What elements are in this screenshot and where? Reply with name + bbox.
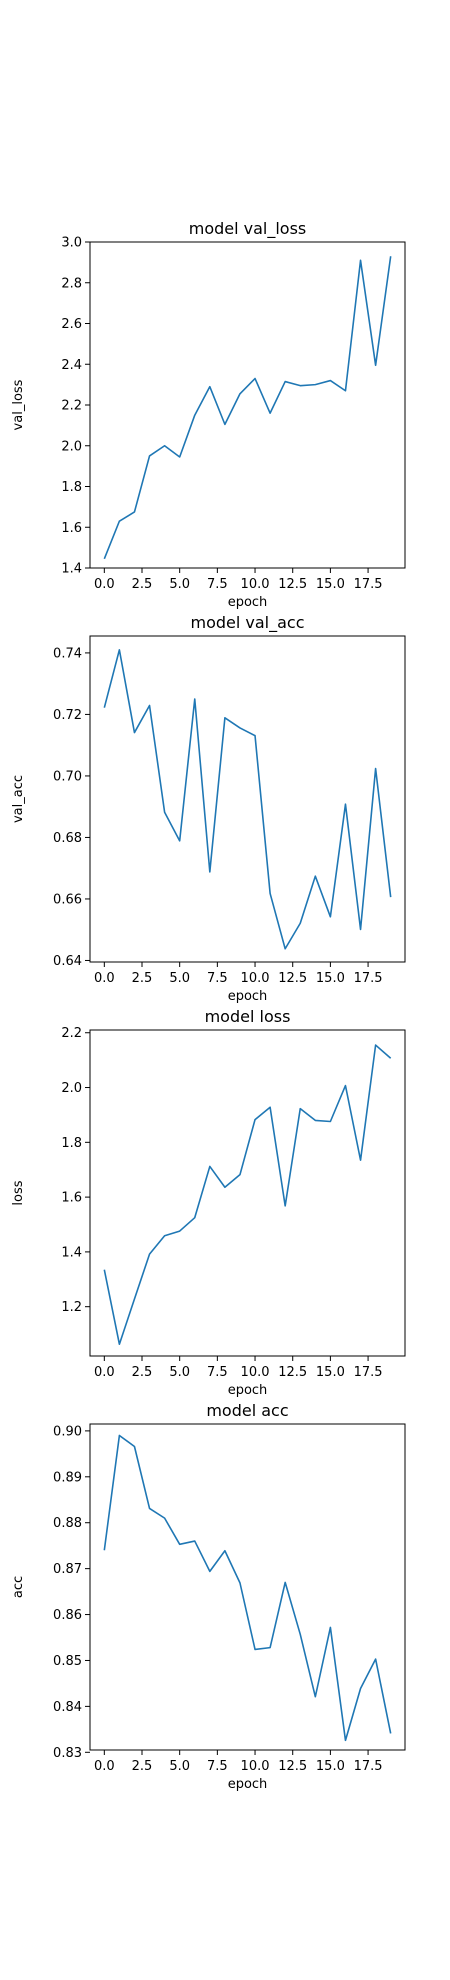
subplot-val-loss: 0.0 2.5 5.0 7.5 10.0 12.5 15.0 17.5 1.4 1.6 1.8 2.0… — [11, 219, 406, 610]
series-line — [103, 256, 392, 560]
x-tick-label: 17.5 — [354, 1365, 383, 1380]
axes-frame — [89, 1029, 406, 1357]
y-tick-label: 3.0 — [61, 236, 82, 251]
subplot-acc: 0.0 2.5 5.0 7.5 10.0 12.5 15.0 17.5 0.83 0.84 0.85… — [11, 1401, 406, 1792]
y-tick-label: 1.6 — [61, 521, 82, 536]
y-axis-label: val_acc — [11, 775, 26, 823]
y-tick-label: 1.2 — [61, 1300, 82, 1315]
series-line — [103, 1434, 392, 1742]
x-tick-label: 10.0 — [241, 577, 270, 592]
x-axis-label: epoch — [228, 595, 268, 610]
y-tick-label: 2.2 — [61, 1026, 82, 1041]
x-tick-label: 17.5 — [354, 971, 383, 986]
x-tick-label: 12.5 — [278, 1365, 307, 1380]
y-tick-label: 2.0 — [61, 1081, 82, 1096]
x-tick-label: 10.0 — [241, 1759, 270, 1774]
y-tick-label: 2.8 — [61, 276, 82, 291]
y-tick-label: 0.90 — [53, 1424, 82, 1439]
series-line — [103, 1044, 392, 1346]
y-tick-label: 0.66 — [53, 892, 82, 907]
x-tick-label: 15.0 — [316, 971, 345, 986]
x-tick-label: 2.5 — [132, 577, 153, 592]
x-tick-label: 0.0 — [94, 1365, 115, 1380]
y-tick-label: 2.2 — [61, 399, 82, 414]
x-tick-label: 15.0 — [316, 577, 345, 592]
y-tick-label: 0.72 — [53, 708, 82, 723]
x-tick-label: 5.0 — [169, 577, 190, 592]
chart-title: model acc — [206, 1401, 288, 1420]
y-tick-label: 0.84 — [53, 1700, 82, 1715]
y-tick-label: 0.74 — [53, 646, 82, 661]
x-tick-label: 7.5 — [207, 971, 228, 986]
x-tick-label: 7.5 — [207, 1365, 228, 1380]
y-tick-label: 2.4 — [61, 358, 82, 373]
y-tick-label: 0.88 — [53, 1516, 82, 1531]
x-tick-label: 7.5 — [207, 1759, 228, 1774]
x-tick-label: 10.0 — [241, 971, 270, 986]
subplot-val-acc: 0.0 2.5 5.0 7.5 10.0 12.5 15.0 17.5 0.64 0.66 0.68… — [11, 613, 406, 1004]
chart-title: model loss — [205, 1007, 291, 1026]
axes-frame — [89, 1423, 406, 1751]
x-tick-label: 12.5 — [278, 971, 307, 986]
y-tick-label: 0.85 — [53, 1654, 82, 1669]
x-tick-label: 17.5 — [354, 577, 383, 592]
y-tick-label: 0.89 — [53, 1470, 82, 1485]
y-tick-label: 2.6 — [61, 317, 82, 332]
x-tick-label: 5.0 — [169, 1365, 190, 1380]
subplot-loss: 0.0 2.5 5.0 7.5 10.0 12.5 15.0 17.5 1.2 1.4 1.6 1.8… — [11, 1007, 406, 1398]
y-tick-label: 1.6 — [61, 1191, 82, 1206]
y-tick-label: 0.70 — [53, 769, 82, 784]
y-tick-label: 0.87 — [53, 1562, 82, 1577]
x-tick-label: 12.5 — [278, 1759, 307, 1774]
y-tick-label: 2.0 — [61, 439, 82, 454]
y-axis-label: loss — [11, 1180, 26, 1205]
x-tick-label: 5.0 — [169, 971, 190, 986]
x-tick-label: 0.0 — [94, 577, 115, 592]
axes-frame — [89, 635, 406, 963]
y-axis-label: acc — [11, 1576, 26, 1598]
x-tick-label: 17.5 — [354, 1759, 383, 1774]
x-tick-label: 2.5 — [132, 1759, 153, 1774]
y-tick-label: 1.8 — [61, 1136, 82, 1151]
y-tick-label: 0.64 — [53, 954, 82, 969]
chart-title: model val_acc — [190, 613, 304, 633]
y-tick-label: 1.8 — [61, 480, 82, 495]
x-tick-label: 7.5 — [207, 577, 228, 592]
x-axis-label: epoch — [228, 1777, 268, 1792]
x-axis-label: epoch — [228, 989, 268, 1004]
y-tick-label: 1.4 — [61, 1245, 82, 1260]
x-axis-label: epoch — [228, 1383, 268, 1398]
x-tick-label: 10.0 — [241, 1365, 270, 1380]
x-tick-label: 12.5 — [278, 577, 307, 592]
y-axis-label: val_loss — [11, 379, 26, 430]
y-tick-label: 0.83 — [53, 1746, 82, 1761]
y-tick-label: 0.86 — [53, 1608, 82, 1623]
x-tick-label: 0.0 — [94, 971, 115, 986]
x-tick-label: 15.0 — [316, 1759, 345, 1774]
y-tick-label: 1.4 — [61, 562, 82, 577]
x-tick-label: 0.0 — [94, 1759, 115, 1774]
y-tick-label: 0.68 — [53, 831, 82, 846]
x-tick-label: 2.5 — [132, 971, 153, 986]
x-tick-label: 5.0 — [169, 1759, 190, 1774]
x-tick-label: 2.5 — [132, 1365, 153, 1380]
x-tick-label: 15.0 — [316, 1365, 345, 1380]
series-line — [103, 649, 392, 950]
chart-title: model val_loss — [189, 219, 307, 239]
